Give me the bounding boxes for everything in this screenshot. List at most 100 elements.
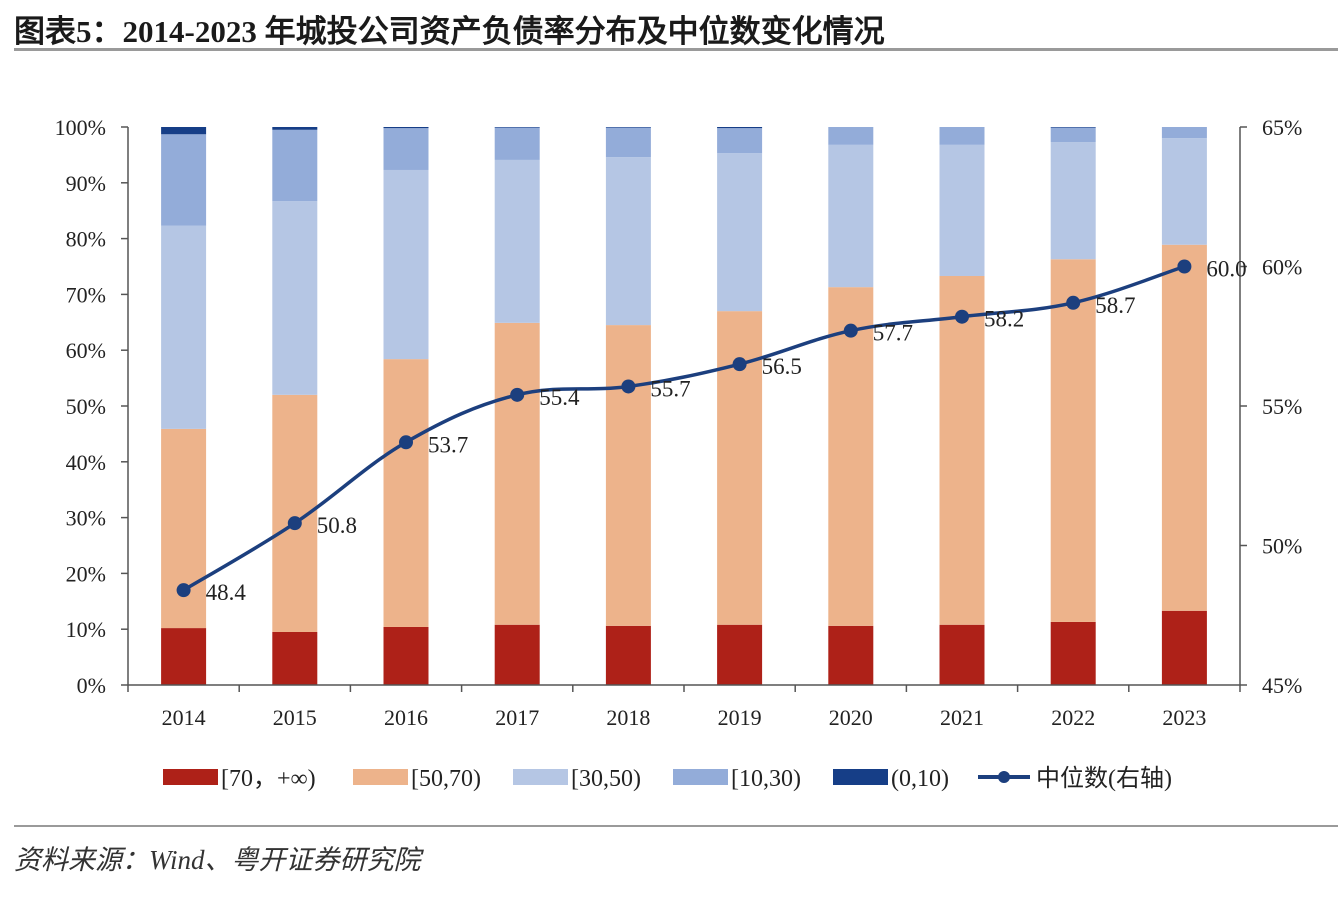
chart-title: 图表5：2014-2023 年城投公司资产负债率分布及中位数变化情况	[14, 14, 885, 49]
x-tick-label: 2016	[384, 705, 428, 730]
bar-segment-2020-s0	[828, 625, 874, 685]
bar-segment-2022-s1	[1050, 259, 1096, 622]
legend-label: [50,70)	[411, 766, 481, 792]
median-line	[182, 264, 1185, 592]
bar-segment-2018-s2	[605, 157, 651, 326]
median-data-label: 58.2	[984, 307, 1024, 332]
bar-segment-2014-s2	[161, 225, 207, 429]
median-point-2019	[732, 357, 747, 372]
legend-label: 中位数(右轴)	[1036, 765, 1172, 792]
median-data-label: 56.5	[762, 354, 802, 379]
source-divider	[14, 825, 1338, 827]
legend-label: [30,50)	[571, 766, 641, 792]
median-data-label: 57.7	[873, 321, 913, 346]
median-data-label: 50.8	[317, 513, 357, 538]
bar-segment-2021-s0	[939, 624, 985, 685]
bar-segment-2014-s4	[161, 127, 207, 135]
median-point-2014	[176, 583, 191, 598]
median-data-label: 53.7	[428, 432, 468, 457]
bar-segment-2015-s3	[272, 129, 318, 202]
bar-segment-2018-s4	[605, 127, 651, 128]
x-tick-label: 2020	[829, 705, 873, 730]
bar-segment-2017-s3	[494, 127, 540, 160]
bar-segment-2023-s3	[1161, 127, 1207, 139]
legend-label: [10,30)	[731, 766, 801, 792]
legend-item-1: [50,70)	[353, 766, 481, 792]
left-tick-label: 50%	[66, 394, 106, 419]
bar-segment-2020-s3	[828, 127, 874, 145]
bar-segment-2021-s3	[939, 127, 985, 145]
x-tick-label: 2021	[940, 705, 984, 730]
right-tick-label: 55%	[1262, 394, 1302, 419]
median-point-2016	[399, 435, 413, 450]
right-tick-label: 60%	[1262, 255, 1302, 280]
legend-label: [70，+∞)	[221, 766, 316, 792]
median-point-2015	[287, 516, 302, 531]
bar-segment-2023-s0	[1161, 610, 1207, 685]
bar-segment-2022-s4	[1050, 127, 1096, 128]
left-tick-label: 20%	[66, 561, 106, 586]
x-tick-label: 2015	[273, 705, 317, 730]
x-tick-label: 2014	[162, 705, 206, 730]
legend: [70，+∞) [50,70) [30,50) [10,30) (0,10) 中位数(右轴…	[163, 765, 1172, 792]
legend-item-3: [10,30)	[673, 766, 801, 792]
median-point-2023	[1177, 259, 1192, 274]
legend-swatch	[513, 769, 568, 785]
bar-segment-2015-s0	[272, 631, 318, 685]
median-point-2021	[955, 309, 969, 324]
legend-swatch	[163, 769, 218, 785]
right-tick-label: 65%	[1262, 115, 1302, 140]
chart: 0% 10% 20% 30% 40% 50% 60% 70% 80% 90% 100% 45% 50% 5…	[55, 115, 1303, 792]
legend-item-0: [70，+∞)	[163, 766, 316, 792]
legend-item-2: [30,50)	[513, 766, 641, 792]
x-tick-label: 2017	[495, 705, 539, 730]
title-divider	[14, 48, 1338, 51]
bar-segment-2016-s3	[383, 128, 429, 170]
left-tick-label: 0%	[77, 673, 106, 698]
bar-segment-2017-s0	[494, 624, 540, 685]
bar-segment-2015-s2	[272, 201, 318, 395]
bar-segment-2021-s2	[939, 144, 985, 276]
legend-swatch	[673, 769, 728, 785]
source-note: 资料来源：Wind、粤开证券研究院	[14, 845, 421, 875]
legend-item-4: (0,10)	[833, 766, 949, 792]
median-point-2022	[1066, 295, 1081, 310]
bar-segment-2018-s1	[605, 325, 651, 626]
median-data-label: 60.0	[1206, 257, 1246, 282]
bar-segment-2023-s2	[1161, 138, 1207, 245]
bar-segment-2014-s1	[161, 428, 207, 629]
bar-segment-2023-s1	[1161, 244, 1207, 611]
left-tick-label: 60%	[66, 338, 106, 363]
bar-segment-2019-s4	[717, 127, 763, 129]
left-tick-label: 40%	[66, 450, 106, 475]
left-tick-label: 80%	[66, 227, 106, 252]
bar-segment-2016-s4	[383, 127, 429, 129]
x-tick-label: 2019	[718, 705, 762, 730]
bar-segment-2014-s0	[161, 628, 207, 685]
bars-layer	[161, 127, 1207, 685]
legend-swatch	[833, 769, 888, 785]
bar-segment-2016-s1	[383, 359, 429, 627]
x-tick-label: 2018	[606, 705, 650, 730]
bar-segment-2017-s1	[494, 322, 540, 625]
median-data-label: 55.4	[539, 385, 580, 410]
median-point-2017	[510, 387, 525, 402]
bar-segment-2019-s0	[717, 624, 763, 685]
x-tick-label: 2023	[1162, 705, 1206, 730]
bar-segment-2017-s2	[494, 159, 540, 323]
bar-segment-2016-s2	[383, 169, 429, 360]
bar-segment-2020-s2	[828, 144, 874, 288]
legend-swatch	[353, 769, 408, 785]
median-data-label: 48.4	[206, 580, 247, 605]
left-tick-label: 100%	[55, 115, 106, 140]
bar-segment-2018-s0	[605, 625, 651, 685]
right-tick-label: 45%	[1262, 673, 1302, 698]
legend-marker	[998, 771, 1010, 783]
bar-segment-2022-s0	[1050, 621, 1096, 685]
bar-segment-2019-s3	[717, 128, 763, 154]
legend-item-5: 中位数(右轴)	[978, 765, 1172, 792]
left-tick-label: 70%	[66, 282, 106, 307]
bar-segment-2022-s2	[1050, 142, 1096, 260]
median-data-label: 55.7	[650, 376, 690, 401]
bar-segment-2017-s4	[494, 127, 540, 128]
